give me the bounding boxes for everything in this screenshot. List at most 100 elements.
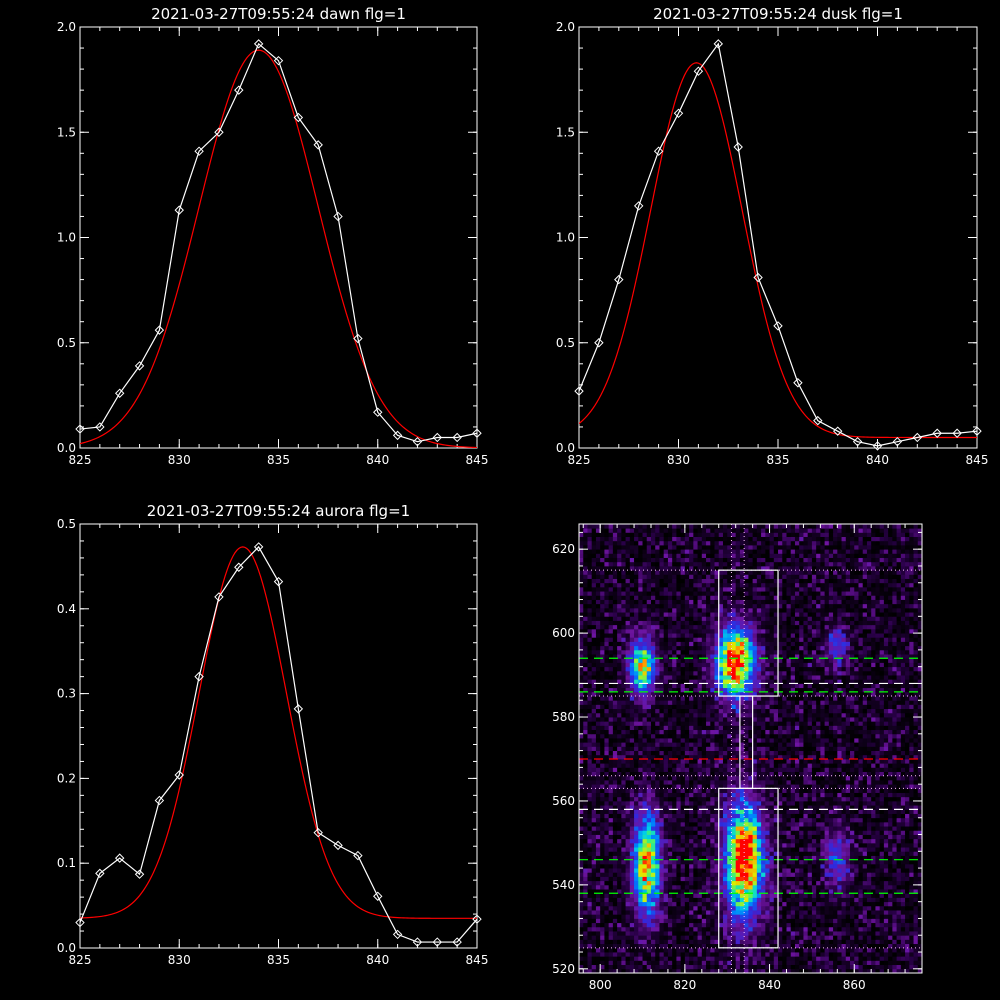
heatmap-cell xyxy=(659,805,665,810)
y-tick-label: 1.0 xyxy=(57,231,76,245)
heatmap-cell xyxy=(841,943,847,949)
heatmap-cell xyxy=(744,872,749,877)
heatmap-cell xyxy=(591,935,597,940)
heatmap-cell xyxy=(663,754,669,760)
panel-title: 2021-03-27T09:55:24 dusk flg=1 xyxy=(653,5,903,23)
heatmap-cell xyxy=(706,842,711,848)
heatmap-cell xyxy=(811,952,817,957)
heatmap-cell xyxy=(634,968,639,974)
heatmap-cell xyxy=(773,880,779,886)
heatmap-cell xyxy=(583,943,588,949)
heatmap-cell xyxy=(706,931,711,936)
heatmap-cell xyxy=(667,855,673,861)
heatmap-cell xyxy=(595,939,601,945)
heatmap-cell xyxy=(676,914,682,919)
heatmap-cell xyxy=(697,750,703,756)
observed-point xyxy=(932,428,942,438)
heatmap-cell xyxy=(727,779,732,785)
heatmap-cell xyxy=(667,968,673,974)
heatmap-cell xyxy=(845,926,851,932)
heatmap-cell xyxy=(850,838,855,844)
heatmap-cell xyxy=(794,851,800,856)
heatmap-cell xyxy=(579,956,584,961)
heatmap-cell xyxy=(807,960,813,966)
heatmap-cell xyxy=(871,738,876,743)
heatmap-cell xyxy=(909,742,914,747)
heatmap-cell xyxy=(612,788,618,793)
heatmap-cell xyxy=(744,876,749,882)
heatmap-cell xyxy=(875,914,881,919)
heatmap-cell xyxy=(913,842,919,848)
heatmap-cell xyxy=(706,784,711,789)
heatmap-cell xyxy=(676,826,682,831)
heatmap-cell xyxy=(850,851,855,856)
heatmap-cell xyxy=(710,939,715,945)
heatmap-cell xyxy=(646,905,652,911)
heatmap-cell xyxy=(680,750,686,756)
heatmap-cell xyxy=(667,834,673,840)
heatmap-cell xyxy=(909,868,914,873)
heatmap-cell xyxy=(833,859,838,865)
heatmap-cell xyxy=(591,792,597,798)
heatmap-cell xyxy=(807,817,813,823)
heatmap-cell xyxy=(858,922,864,928)
heatmap-cell xyxy=(722,847,728,852)
heatmap-cell xyxy=(782,800,787,806)
heatmap-cell xyxy=(769,960,775,966)
observed-point xyxy=(234,85,244,95)
heatmap-cell xyxy=(710,960,715,966)
heatmap-cell xyxy=(875,859,881,865)
heatmap-cell xyxy=(710,775,715,781)
heatmap-cell xyxy=(883,897,889,903)
heatmap-cell xyxy=(811,880,817,886)
heatmap-cell xyxy=(790,784,796,789)
heatmap-cell xyxy=(765,763,770,768)
heatmap-cell xyxy=(862,947,868,953)
heatmap-cell xyxy=(684,813,690,819)
heatmap-cell xyxy=(841,952,847,957)
heatmap-cell xyxy=(888,876,893,882)
heatmap-cell xyxy=(896,826,902,831)
heatmap-cell xyxy=(672,784,677,789)
heatmap-cell xyxy=(659,746,665,751)
heatmap-cell xyxy=(858,884,864,890)
heatmap-cell xyxy=(659,956,665,961)
heatmap-cell xyxy=(680,889,686,894)
heatmap-cell xyxy=(803,771,809,777)
heatmap-cell xyxy=(714,771,720,777)
heatmap-cell xyxy=(689,863,694,869)
heatmap-cell xyxy=(608,939,614,945)
heatmap-cell xyxy=(820,884,825,890)
heatmap-cell xyxy=(638,826,643,831)
heatmap-cell xyxy=(583,855,588,861)
heatmap-cell xyxy=(634,809,639,814)
heatmap-cell xyxy=(739,796,745,802)
heatmap-cell xyxy=(756,910,762,915)
heatmap-cell xyxy=(625,784,631,789)
heatmap-cell xyxy=(765,968,770,974)
heatmap-cell xyxy=(892,796,897,802)
heatmap-cell xyxy=(735,821,741,827)
heatmap-cell xyxy=(701,956,707,961)
observed-point xyxy=(412,937,423,947)
heatmap-cell xyxy=(697,779,703,785)
heatmap-cell xyxy=(761,960,766,966)
heatmap-cell xyxy=(752,943,758,949)
heatmap-cell xyxy=(845,838,851,844)
heatmap-cell xyxy=(845,805,851,810)
heatmap-cell xyxy=(820,847,825,852)
heatmap-cell xyxy=(778,876,783,882)
heatmap-cell xyxy=(858,914,864,919)
heatmap-cell xyxy=(714,939,720,945)
heatmap-cell xyxy=(579,926,584,932)
heatmap-cell xyxy=(799,821,804,827)
heatmap-cell xyxy=(845,935,851,940)
heatmap-cell xyxy=(888,826,893,831)
heatmap-cell xyxy=(667,784,673,789)
heatmap-cell xyxy=(850,872,855,877)
heatmap-cell xyxy=(820,788,825,793)
heatmap-cell xyxy=(718,922,724,928)
heatmap-cell xyxy=(761,763,766,768)
observed-point xyxy=(713,39,724,49)
heatmap-cell xyxy=(735,792,741,798)
